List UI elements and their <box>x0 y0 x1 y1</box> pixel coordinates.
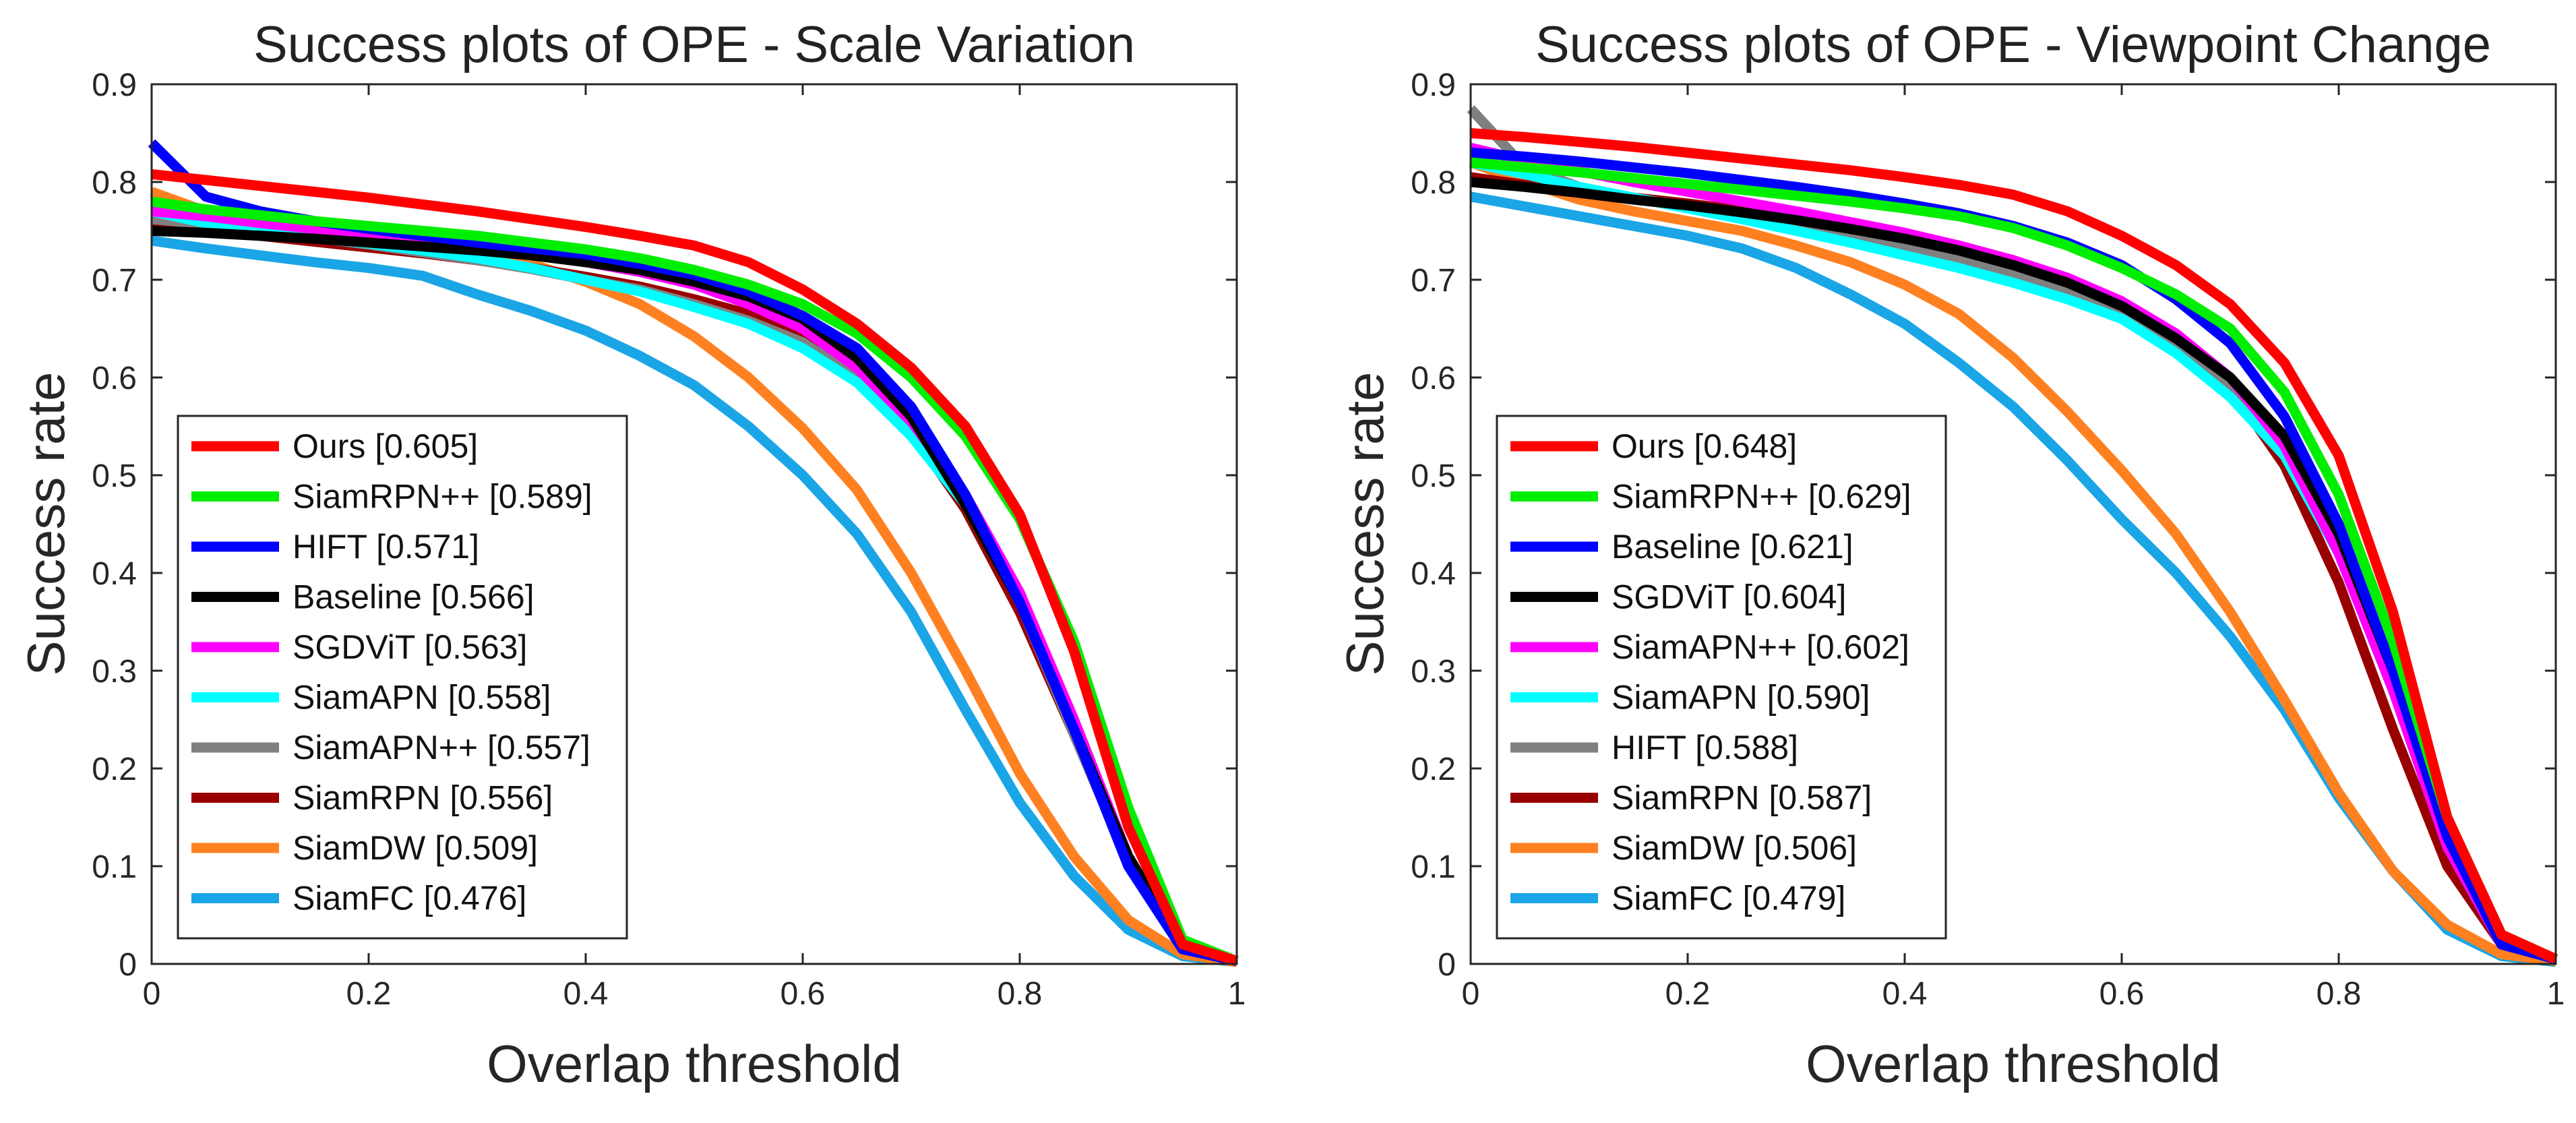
y-tick-label: 0.5 <box>92 458 137 494</box>
legend-label: Ours [0.605] <box>293 427 478 465</box>
plot-frame <box>150 83 1238 965</box>
legend-label: SiamDW [0.506] <box>1612 829 1857 867</box>
legend-label: SGDViT [0.563] <box>293 628 527 666</box>
legend-label: Baseline [0.566] <box>293 578 534 616</box>
x-tick-label: 1 <box>2547 976 2565 1012</box>
series-line-9 <box>150 235 1237 967</box>
x-tick-label: 0 <box>143 976 161 1012</box>
x-tick-label: 0.6 <box>2099 976 2145 1012</box>
y-tick-label: 0 <box>1438 947 1456 983</box>
x-axis-label: Overlap threshold <box>1806 1034 2221 1093</box>
y-tick-label: 0.8 <box>92 165 137 201</box>
legend-label: SiamRPN [0.556] <box>293 779 553 817</box>
y-tick-label: 0.3 <box>1411 654 1456 690</box>
chart-title: Success plots of OPE - Scale Variation <box>253 16 1135 73</box>
legend: Ours [0.648] SiamRPN++ [0.629] Baseline [0… <box>1496 415 1947 940</box>
y-tick-label: 0.7 <box>1411 263 1456 299</box>
legend-label: SiamAPN [0.590] <box>1612 679 1870 717</box>
y-tick-label: 0.8 <box>1411 165 1456 201</box>
x-tick-label: 0.4 <box>1882 976 1928 1012</box>
y-tick-label: 0.2 <box>92 752 137 787</box>
y-tick-label: 0.2 <box>1411 752 1456 787</box>
series-line-0 <box>151 169 1239 966</box>
x-tick-label: 1 <box>1228 976 1246 1012</box>
y-tick-label: 0.9 <box>1411 67 1456 103</box>
y-tick-label: 0 <box>119 947 137 983</box>
x-axis-label: Overlap threshold <box>487 1034 902 1093</box>
y-tick-label: 0.6 <box>1411 361 1456 396</box>
x-tick-label: 0.2 <box>346 976 392 1012</box>
x-tick-label: 0.6 <box>780 976 826 1012</box>
y-tick-label: 0.9 <box>92 67 137 103</box>
legend-label: Baseline [0.621] <box>1612 528 1853 566</box>
x-tick-label: 0.8 <box>2317 976 2362 1012</box>
chart-scale-variation: Success plots of OPE - Scale Variation O… <box>16 16 1246 1093</box>
y-tick-label: 0.3 <box>92 654 137 690</box>
legend-label: SiamAPN++ [0.602] <box>1612 628 1909 666</box>
legend-items: Ours [0.648] SiamRPN++ [0.629] Baseline [0… <box>1510 427 1911 917</box>
series-lines <box>1467 105 2558 967</box>
ticks: 0 0.2 0.4 0.6 0.8 1 0 0.1 0.2 0.3 0.4 0.5 0.6 0.7 0.8 0… <box>1411 67 2565 1012</box>
y-axis-label: Success rate <box>1335 372 1394 676</box>
ticks: 0 0.2 0.4 0.6 0.8 1 0 0.1 0.2 0.3 0.4 0.5 0.6 0.7 0.8 0… <box>92 67 1246 1012</box>
y-tick-label: 0.6 <box>92 361 137 396</box>
y-tick-label: 0.7 <box>92 263 137 299</box>
chart-title: Success plots of OPE - Viewpoint Change <box>1535 16 2491 73</box>
legend-label: SiamDW [0.509] <box>293 829 538 867</box>
legend-label: SGDViT [0.604] <box>1612 578 1846 616</box>
series-line-1 <box>1470 157 2558 964</box>
legend-label: HIFT [0.571] <box>293 528 479 566</box>
x-tick-label: 0.8 <box>998 976 1043 1012</box>
y-tick-label: 0.1 <box>1411 849 1456 885</box>
chart-viewpoint-change: Success plots of OPE - Viewpoint Change … <box>1335 16 2565 1093</box>
y-tick-label: 0.1 <box>92 849 137 885</box>
series-line-8 <box>1469 157 2556 967</box>
series-lines <box>148 139 1239 967</box>
legend-label: SiamRPN++ [0.589] <box>293 478 592 516</box>
legend: Ours [0.605] SiamRPN++ [0.589] HIFT [0.571… <box>177 415 628 940</box>
y-tick-label: 0.4 <box>1411 556 1456 592</box>
x-tick-label: 0 <box>1462 976 1480 1012</box>
legend-label: SiamAPN [0.558] <box>293 679 551 717</box>
legend-label: SiamAPN++ [0.557] <box>293 729 590 766</box>
legend-label: HIFT [0.588] <box>1612 729 1798 766</box>
legend-items: Ours [0.605] SiamRPN++ [0.589] HIFT [0.571… <box>191 427 592 917</box>
legend-label: Ours [0.648] <box>1612 427 1797 465</box>
y-tick-label: 0.5 <box>1411 458 1456 494</box>
x-tick-label: 0.2 <box>1665 976 1711 1012</box>
y-axis-label: Success rate <box>16 372 75 676</box>
legend-label: SiamRPN++ [0.629] <box>1612 478 1911 516</box>
series-line-0 <box>1470 128 2558 964</box>
legend-label: SiamRPN [0.587] <box>1612 779 1872 817</box>
plot-frame <box>1469 83 2557 965</box>
x-tick-label: 0.4 <box>563 976 609 1012</box>
legend-label: SiamFC [0.476] <box>293 880 526 917</box>
legend-label: SiamFC [0.479] <box>1612 880 1845 917</box>
y-tick-label: 0.4 <box>92 556 137 592</box>
